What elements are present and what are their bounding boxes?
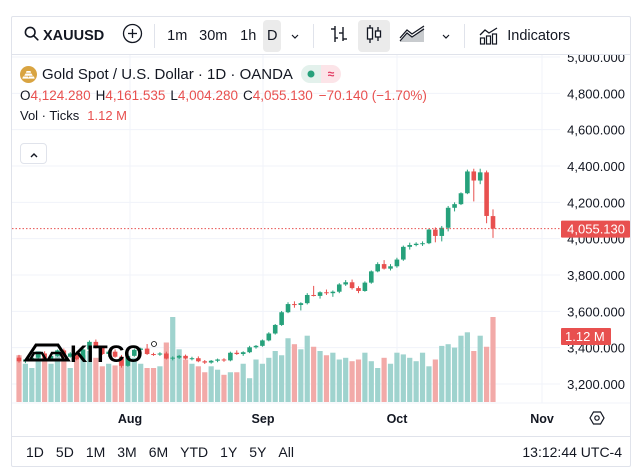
collapse-legend-button[interactable] — [20, 143, 47, 164]
gear-icon[interactable] — [589, 411, 605, 425]
range-5d-button[interactable]: 5D — [55, 443, 74, 460]
interval-30m-button[interactable]: 30m — [199, 27, 228, 44]
area-chart-type-button[interactable] — [396, 20, 428, 52]
market-open-dot-icon — [300, 65, 321, 83]
range-buttons: 1D 5D 1M 3M 6M YTD 1Y 5Y All — [20, 444, 300, 460]
range-1m-button[interactable]: 1M — [85, 443, 106, 460]
high-value: 4,161.535 — [105, 87, 166, 103]
ohlc-values: O 4,124.280 H 4,161.535 L 4,004.280 C 4,055.… — [20, 85, 427, 105]
volume-label: Vol · Ticks — [20, 107, 80, 123]
price-axis-label: 4,400.000 — [567, 159, 625, 174]
delayed-data-icon: ≈ — [320, 65, 341, 83]
timezone-clock[interactable]: 13:12:44 UTC-4 — [522, 443, 622, 460]
candlestick-series — [16, 168, 496, 368]
interval-1h-button[interactable]: 1h — [240, 27, 257, 44]
close-value: 4,055.130 — [252, 87, 313, 103]
toolbar-divider — [464, 23, 466, 48]
low-value: 4,004.280 — [177, 87, 238, 103]
range-3m-button[interactable]: 3M — [117, 443, 137, 460]
search-icon — [24, 26, 39, 45]
time-axis-label: Oct — [387, 412, 409, 426]
range-bar: 1D 5D 1M 3M 6M YTD 1Y 5Y All 13:12:44 UT… — [12, 436, 630, 466]
open-label: O — [20, 87, 31, 103]
volume-legend: Vol · Ticks 1.12 M — [20, 105, 427, 125]
add-compare-icon — [122, 23, 143, 48]
range-all-button[interactable]: All — [278, 443, 294, 460]
last-price-tag: 4,055.130 — [567, 222, 625, 237]
time-axis-label: Sep — [252, 412, 275, 426]
indicators-button[interactable]: Indicators — [479, 20, 570, 52]
change-value: −70.140 (−1.70%) — [318, 87, 427, 103]
market-status-pill[interactable]: ≈ — [300, 65, 341, 83]
price-axis-label: 3,800.000 — [567, 268, 625, 283]
gold-symbol-icon — [20, 65, 37, 83]
chart-widget: XAUUSD 1m 30m 1h D — [11, 16, 631, 467]
chevron-down-icon — [290, 28, 300, 44]
legend-title: Gold Spot / U.S. Dollar · 1D · OANDA — [42, 65, 293, 83]
chart-type-dropdown-button[interactable] — [436, 20, 456, 52]
compare-symbol-button[interactable] — [120, 20, 144, 52]
range-5y-button[interactable]: 5Y — [249, 443, 267, 460]
close-label: C — [242, 87, 253, 103]
time-axis-label: Nov — [530, 412, 554, 426]
kitco-watermark: KITCO — [23, 341, 157, 368]
symbol-search-button[interactable]: XAUUSD — [24, 20, 104, 52]
price-axis-label: 3,600.000 — [567, 304, 625, 319]
toolbar-divider — [313, 23, 315, 48]
price-axis[interactable]: 5,000.000 4,800.000 4,600.000 4,400.000 4,20… — [118, 55, 630, 426]
symbol-label: XAUUSD — [43, 27, 105, 44]
range-1y-button[interactable]: 1Y — [220, 443, 238, 460]
volume-bars — [16, 317, 496, 402]
svg-text:KITCO: KITCO — [70, 341, 142, 368]
bar-chart-type-icon — [330, 24, 348, 48]
area-chart-type-icon — [399, 24, 425, 47]
chevron-up-icon — [29, 145, 39, 163]
volume-value: 1.12 M — [87, 107, 127, 123]
price-axis-label: 4,600.000 — [567, 123, 625, 138]
chevron-down-icon — [441, 28, 451, 44]
series-legend: Gold Spot / U.S. Dollar · 1D · OANDA ≈ O… — [20, 63, 427, 125]
open-value: 4,124.280 — [30, 87, 91, 103]
range-ytd-button[interactable]: YTD — [180, 443, 209, 460]
toolbar-divider — [154, 23, 156, 48]
price-axis-label: 4,800.000 — [567, 86, 625, 101]
volume-tag: 1.12 M — [565, 329, 605, 344]
price-axis-label: 5,000.000 — [567, 55, 625, 65]
low-label: L — [170, 87, 178, 103]
indicators-icon — [479, 26, 499, 45]
time-axis-label: Aug — [118, 412, 142, 426]
high-label: H — [95, 87, 106, 103]
interval-dropdown-button[interactable] — [285, 20, 305, 52]
indicators-label: Indicators — [507, 27, 571, 44]
bar-chart-type-button[interactable] — [324, 20, 354, 52]
candles-chart-type-button[interactable] — [358, 19, 391, 52]
price-axis-label: 3,200.000 — [567, 377, 625, 392]
top-toolbar: XAUUSD 1m 30m 1h D — [12, 17, 630, 55]
price-axis-label: 4,200.000 — [567, 195, 625, 210]
legend-title-row: Gold Spot / U.S. Dollar · 1D · OANDA ≈ — [20, 63, 427, 85]
range-1d-button[interactable]: 1D — [26, 443, 44, 460]
interval-1m-button[interactable]: 1m — [167, 27, 188, 44]
interval-d-button[interactable]: D — [263, 19, 282, 52]
range-6m-button[interactable]: 6M — [148, 443, 169, 460]
price-chart-canvas[interactable]: KITCO 5,000.000 4,800.000 4,600.000 4,400.0… — [12, 55, 630, 436]
candles-chart-type-icon — [365, 24, 383, 48]
